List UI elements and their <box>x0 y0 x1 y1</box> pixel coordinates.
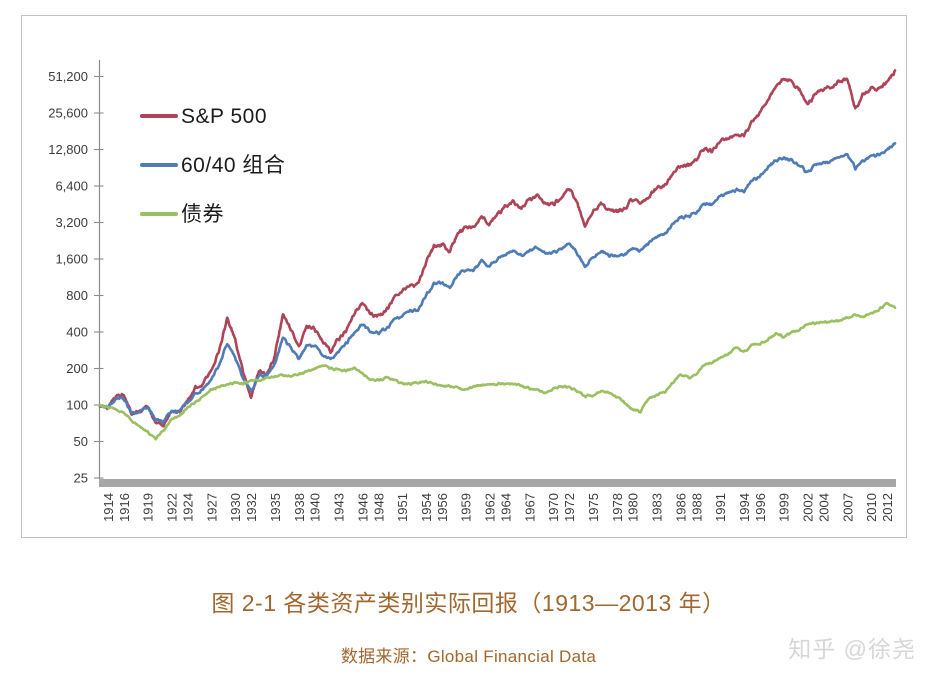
x-tick-label: 1986 <box>673 493 688 522</box>
legend-item: S&P 500 <box>140 102 285 130</box>
x-tick-label: 1972 <box>562 493 577 522</box>
x-tick-label: 1922 <box>165 493 180 522</box>
x-axis-bar <box>99 479 896 487</box>
x-tick-label: 1964 <box>498 493 513 522</box>
x-tick-label: 1996 <box>753 493 768 522</box>
x-tick-label: 1970 <box>546 493 561 522</box>
y-tick-label: 400 <box>66 325 88 340</box>
y-tick-label: 800 <box>66 288 88 303</box>
watermark: 知乎 @徐尧 <box>788 636 916 662</box>
chart-legend: S&P 500 60/40 组合 债券 <box>140 102 285 228</box>
x-tick-label: 1983 <box>650 493 665 522</box>
x-tick-label: 1943 <box>332 493 347 522</box>
x-tick-label: 1932 <box>244 493 259 522</box>
x-tick-label: 1914 <box>101 493 116 522</box>
x-tick-label: 1946 <box>355 493 370 522</box>
legend-line-swatch <box>140 162 178 168</box>
y-tick-label: 6,400 <box>55 179 88 194</box>
x-tick-label: 1927 <box>204 493 219 522</box>
figure-title: 图 2-1 各类资产类别实际回报（1913—2013 年） <box>211 590 726 616</box>
y-tick-label: 25 <box>74 471 88 486</box>
x-tick-label: 1999 <box>777 493 792 522</box>
legend-item: 债券 <box>140 200 285 228</box>
chart-frame: 51,200 25,600 12,800 6,400 3,200 1,600 800 400 2… <box>21 15 907 538</box>
y-tick-label: 1,600 <box>55 252 88 267</box>
legend-label: S&P 500 <box>181 104 268 128</box>
x-tick-label: 1988 <box>689 493 704 522</box>
x-tick-label: 1951 <box>395 493 410 522</box>
x-tick-label: 1994 <box>737 493 752 522</box>
x-tick-label: 2012 <box>880 493 895 522</box>
y-tick-label: 3,200 <box>55 215 88 230</box>
legend-label: 债券 <box>181 202 224 226</box>
series-line-0 <box>98 69 897 428</box>
series-line-2 <box>98 301 897 441</box>
x-tick-label: 1967 <box>522 493 537 522</box>
x-tick-label: 1940 <box>308 493 323 522</box>
x-tick-label: 1919 <box>141 493 156 522</box>
y-tick-label: 50 <box>74 434 88 449</box>
chart-plot: 51,200 25,600 12,800 6,400 3,200 1,600 800 400 2… <box>48 60 897 522</box>
x-tick-label: 2004 <box>816 493 831 522</box>
x-tick-label: 1930 <box>228 493 243 522</box>
x-tick-label: 1948 <box>371 493 386 522</box>
x-tick-label: 1916 <box>117 493 132 522</box>
x-tick-label: 1938 <box>292 493 307 522</box>
figure-source: 数据来源：Global Financial Data <box>340 647 597 666</box>
x-tick-label: 1978 <box>610 493 625 522</box>
legend-item: 60/40 组合 <box>140 151 285 179</box>
x-tick-label: 1935 <box>268 493 283 522</box>
y-tick-label: 25,600 <box>48 106 88 121</box>
series-line-1 <box>98 142 897 424</box>
y-tick-label: 100 <box>66 398 88 413</box>
x-tick-label: 1959 <box>459 493 474 522</box>
legend-label: 60/40 组合 <box>181 153 286 177</box>
x-tick-label: 1962 <box>483 493 498 522</box>
legend-line-swatch <box>140 113 178 119</box>
x-tick-label: 1956 <box>435 493 450 522</box>
x-tick-label: 1975 <box>586 493 601 522</box>
x-tick-label: 1991 <box>713 493 728 522</box>
x-tick-label: 2007 <box>840 493 855 522</box>
legend-line-swatch <box>140 211 178 217</box>
y-tick-label: 12,800 <box>48 142 88 157</box>
x-tick-label: 2002 <box>801 493 816 522</box>
x-tick-label: 1924 <box>180 493 195 522</box>
y-tick-label: 51,200 <box>48 69 88 84</box>
x-tick-label: 1980 <box>626 493 641 522</box>
y-tick-label: 200 <box>66 361 88 376</box>
x-tick-label: 2010 <box>864 493 879 522</box>
x-tick-label: 1954 <box>419 493 434 522</box>
